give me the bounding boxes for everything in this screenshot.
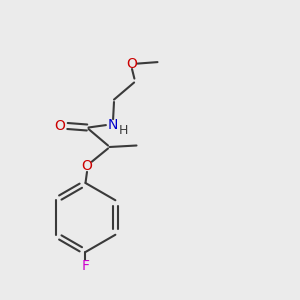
Text: O: O bbox=[55, 119, 65, 133]
Text: O: O bbox=[82, 160, 92, 173]
Text: O: O bbox=[127, 57, 137, 70]
Text: H: H bbox=[119, 124, 129, 137]
Text: N: N bbox=[107, 118, 118, 132]
Text: F: F bbox=[82, 259, 89, 272]
